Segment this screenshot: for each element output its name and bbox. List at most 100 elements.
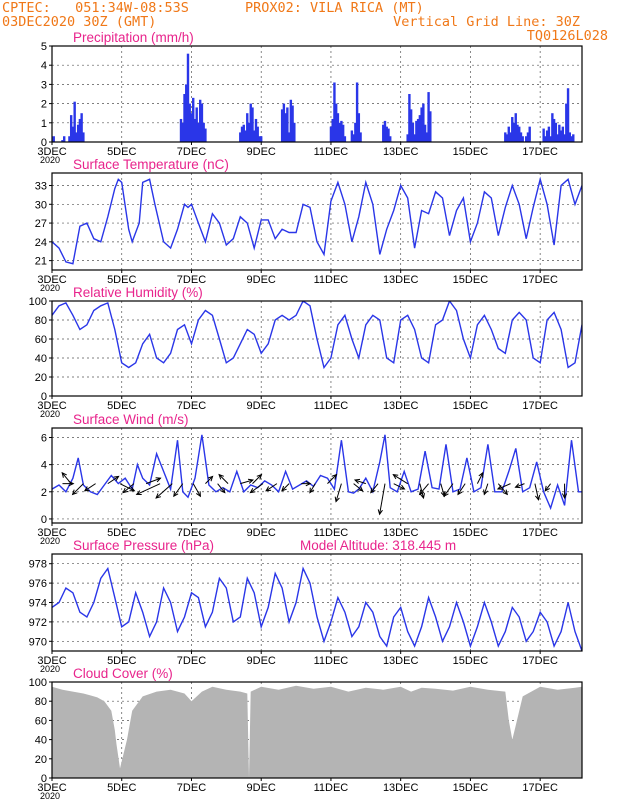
- cloud-panel: 0 20 40 60 80 100 3DEC 5DEC 7DEC 9DEC 11DEC 13DEC 15…: [29, 666, 583, 800]
- pressure-xtick-label: 15DEC: [453, 655, 489, 667]
- precip-bar: [423, 124, 427, 142]
- temp-xtick-label: 13DEC: [383, 274, 419, 286]
- precip-title: Precipitation (mm/h): [73, 30, 194, 45]
- wind-frame: [51, 427, 583, 524]
- precip-bar: [286, 107, 289, 142]
- precip-bar: [507, 126, 510, 142]
- temp-xtick-label: 9DEC: [247, 274, 276, 286]
- precip-bar: [556, 134, 559, 142]
- precip-bar: [566, 88, 570, 142]
- precip-bar: [188, 103, 191, 142]
- wind-vectors: [61, 471, 568, 516]
- precip-bar: [246, 113, 249, 142]
- pressure-year-label: 2020: [40, 664, 60, 674]
- temp-ytick-label: 24: [35, 237, 47, 249]
- precip-bar: [338, 122, 341, 142]
- wind-vector-head: [392, 473, 399, 480]
- precip-bar: [561, 126, 565, 142]
- precip-bar: [75, 132, 78, 142]
- precip-bar: [406, 134, 409, 142]
- rh-ytick-label: 80: [35, 315, 47, 327]
- cloud-xtick-label: 15DEC: [453, 782, 489, 794]
- wind-vector-head: [281, 485, 287, 492]
- header-date: 03DEC2020 30Z (GMT): [2, 14, 157, 30]
- wind-vector-head: [173, 491, 179, 498]
- precip-bar: [289, 99, 293, 142]
- precip-bar: [416, 118, 420, 142]
- precip-bar: [260, 136, 263, 142]
- precip-bar: [425, 132, 429, 142]
- wind-vector-head: [514, 483, 521, 489]
- temp-ytick-label: 21: [35, 256, 47, 268]
- cloud-ytick-label: 20: [35, 754, 47, 766]
- wind-xtick-label: 9DEC: [247, 527, 276, 539]
- wind-vector: [309, 483, 316, 493]
- temp-series-line: [52, 176, 582, 265]
- precip-bar: [387, 128, 390, 142]
- precip-bar: [552, 118, 556, 142]
- header-vertical-grid-note: Vertical Grid Line: 30Z: [393, 14, 580, 30]
- precip-bar: [334, 103, 338, 142]
- wind-vector-head: [113, 475, 120, 481]
- wind-vector-head: [247, 478, 254, 484]
- precip-bar: [291, 105, 294, 142]
- wind-ytick-label: 4: [41, 460, 47, 472]
- wind-vector: [281, 483, 290, 492]
- wind-vector-head: [418, 489, 425, 496]
- header-model-id: TQ0126L028: [526, 28, 608, 44]
- wind-vector: [205, 476, 213, 484]
- precip-bar: [240, 126, 244, 142]
- pressure-series-line: [52, 566, 582, 651]
- precip-bar: [528, 126, 531, 142]
- wind-vector-head: [334, 496, 340, 503]
- precip-bar: [193, 118, 197, 142]
- precip-bar: [422, 103, 425, 142]
- precip-xtick-label: 5DEC: [107, 146, 136, 158]
- precip-bar: [61, 140, 64, 142]
- precip-bar: [242, 124, 245, 142]
- wind-vector: [145, 477, 161, 485]
- wind-vector: [250, 483, 264, 494]
- precip-bar: [352, 134, 355, 142]
- wind-ytick-label: 2: [41, 487, 47, 499]
- wind-vector: [419, 483, 429, 495]
- wind-panel: 0 2 4 6 3DEC 5DEC 7DEC 9DEC 11DEC 13DEC 15DEC 17DEC…: [37, 412, 583, 546]
- cloud-ytick-label: 80: [35, 696, 47, 708]
- wind-series-line: [52, 434, 582, 511]
- precip-bar: [542, 128, 545, 142]
- wind-xtick-label: 13DEC: [383, 527, 419, 539]
- cloud-xtick-label: 11DEC: [314, 782, 349, 794]
- precip-bar: [69, 115, 73, 142]
- wind-vector-head: [561, 493, 568, 500]
- wind-ytick-label: 6: [41, 433, 47, 445]
- wind-vector: [72, 483, 84, 495]
- wind-vector: [483, 483, 489, 495]
- wind-vector: [457, 483, 466, 495]
- precip-bar: [204, 128, 207, 142]
- rh-xtick-label: 3DEC: [37, 400, 66, 412]
- precip-bar: [544, 136, 547, 142]
- wind-vector-head: [544, 485, 550, 492]
- precip-bar: [547, 126, 551, 142]
- wind-vector: [252, 474, 262, 484]
- wind-vector-head: [353, 478, 361, 484]
- wind-vector-head: [443, 491, 449, 498]
- precip-bar: [331, 118, 334, 142]
- precip-bar: [558, 124, 561, 142]
- rh-ytick-label: 0: [41, 391, 47, 403]
- precip-bar: [284, 113, 287, 142]
- precip-bar: [429, 111, 432, 142]
- temp-frame: [51, 172, 583, 271]
- wind-vector: [534, 483, 540, 500]
- precip-bar: [71, 126, 75, 142]
- wind-vector-head: [265, 486, 272, 492]
- precip-bar: [76, 124, 80, 142]
- cloud-xtick-label: 9DEC: [247, 782, 276, 794]
- wind-vector-head: [256, 473, 263, 480]
- precip-bar: [563, 134, 566, 142]
- precip-bar: [549, 136, 552, 142]
- rh-series-line: [52, 301, 582, 370]
- precip-ytick-label: 3: [41, 79, 47, 91]
- cloud-cover-area: [52, 685, 582, 778]
- wind-vector-head: [377, 509, 383, 516]
